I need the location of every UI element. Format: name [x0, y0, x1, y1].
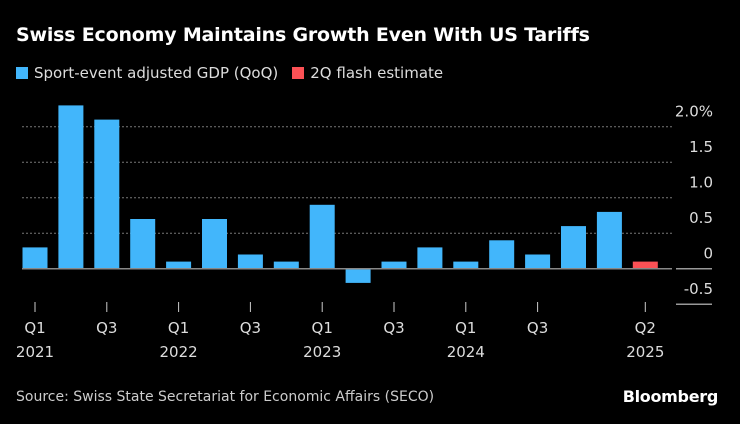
x-tick-year: 2025	[626, 343, 664, 361]
bar	[632, 261, 658, 269]
x-tick-label: Q2	[635, 319, 656, 337]
bar	[489, 240, 515, 269]
y-tick-label: 2.0%	[675, 103, 713, 121]
bar	[58, 105, 84, 269]
bar	[166, 261, 192, 269]
x-tick-year: 2023	[303, 343, 341, 361]
y-tick-label: 0.5	[689, 209, 713, 227]
bar	[237, 254, 263, 269]
x-tick-label: Q3	[383, 319, 404, 337]
x-tick-year: 2024	[447, 343, 485, 361]
bar	[417, 247, 443, 269]
bar	[561, 226, 586, 269]
legend-label-flash: 2Q flash estimate	[310, 64, 444, 82]
x-tick-year: 2022	[160, 343, 198, 361]
legend-item-gdp: Sport-event adjusted GDP (QoQ)	[16, 64, 278, 82]
x-tick-label: Q1	[24, 319, 45, 337]
y-tick-label: 1.5	[689, 138, 713, 156]
x-tick-label: Q3	[240, 319, 261, 337]
legend-label-gdp: Sport-event adjusted GDP (QoQ)	[34, 64, 279, 82]
legend-item-flash: 2Q flash estimate	[292, 64, 443, 82]
chart-title: Swiss Economy Maintains Growth Even With…	[16, 24, 590, 46]
bar	[130, 219, 156, 269]
source-note: Source: Swiss State Secretariat for Econ…	[16, 389, 435, 405]
legend-swatch-flash	[292, 67, 305, 79]
bar	[309, 204, 335, 269]
x-tick-label: Q3	[96, 319, 117, 337]
x-tick-year: 2021	[16, 343, 54, 361]
x-tick-label: Q1	[455, 319, 476, 337]
legend: Sport-event adjusted GDP (QoQ) 2Q flash …	[16, 64, 443, 82]
y-tick-label: 0	[703, 245, 713, 263]
bar	[453, 261, 479, 269]
bar	[345, 268, 371, 283]
bar	[273, 261, 299, 269]
bar	[525, 254, 551, 269]
bloomberg-logo: Bloomberg	[622, 387, 719, 406]
x-tick-label: Q1	[168, 319, 189, 337]
bar	[596, 211, 622, 269]
y-tick-label: -0.5	[684, 280, 713, 298]
y-tick-label: 1.0	[689, 174, 713, 192]
bar	[22, 247, 48, 269]
x-tick-label: Q3	[527, 319, 548, 337]
x-tick-label: Q1	[312, 319, 333, 337]
bar	[94, 119, 120, 269]
bar	[381, 261, 407, 269]
bar	[202, 219, 227, 269]
legend-swatch-gdp	[16, 67, 28, 79]
